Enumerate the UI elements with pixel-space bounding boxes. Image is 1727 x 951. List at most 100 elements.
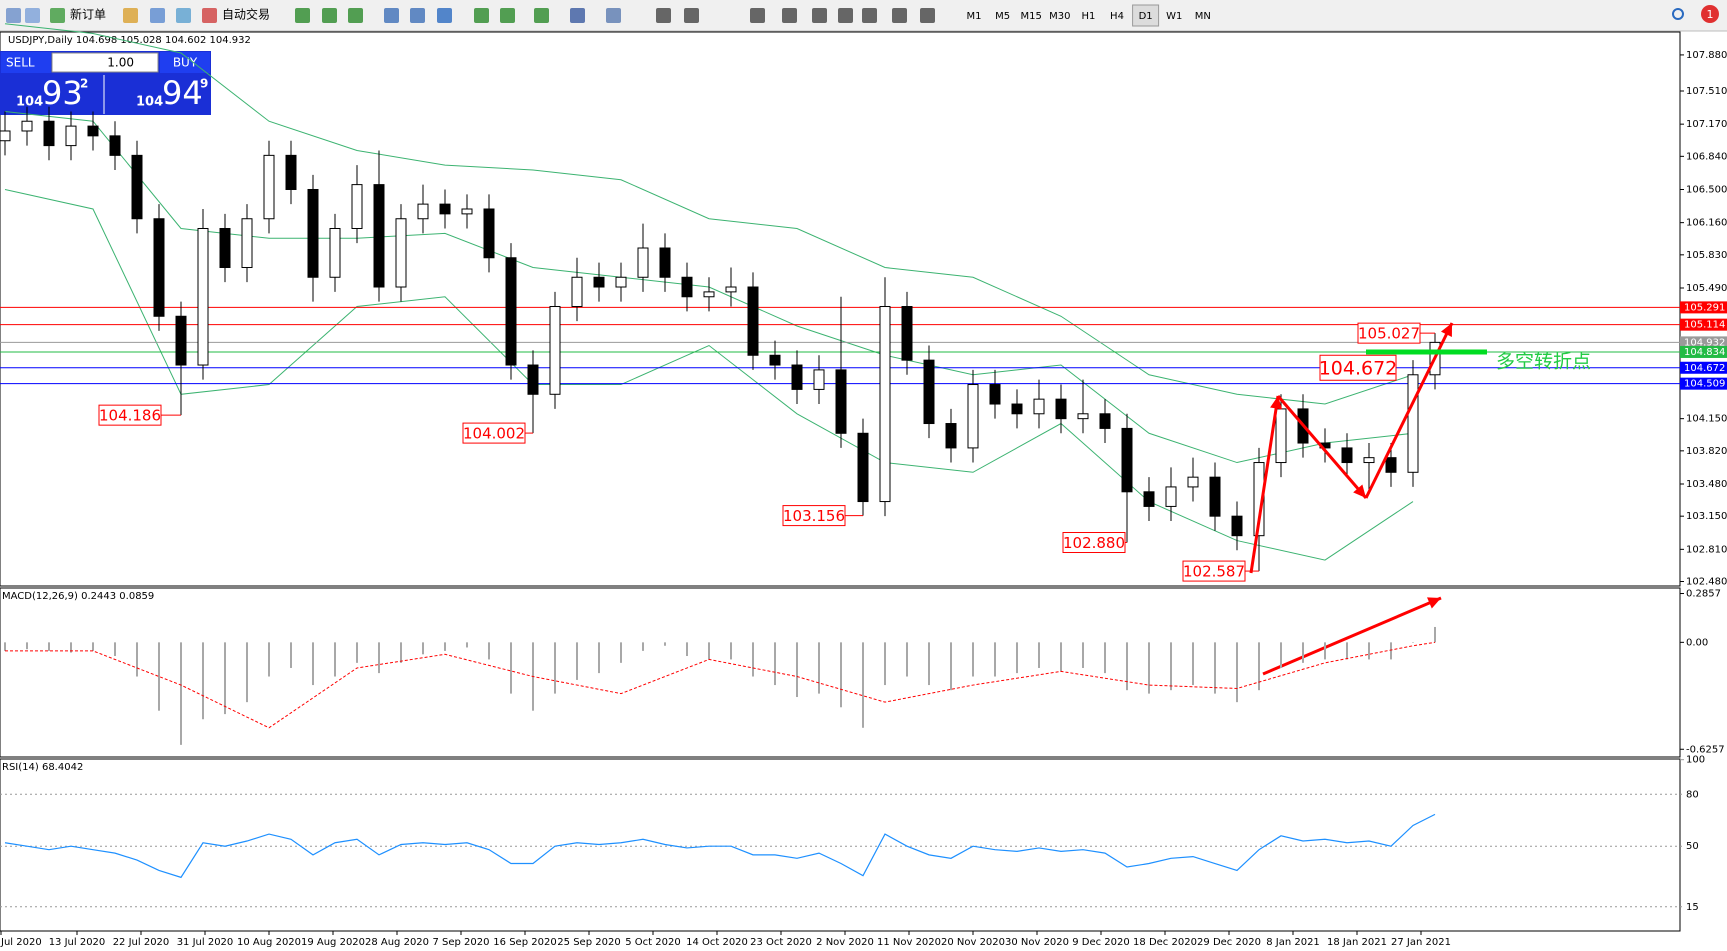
sell-button[interactable] bbox=[1, 52, 51, 73]
annotation-label: 104.186 bbox=[99, 407, 161, 425]
candle-body bbox=[351, 184, 363, 229]
candle-body bbox=[197, 227, 209, 366]
x-tick-label: 18 Dec 2020 bbox=[1133, 937, 1197, 948]
x-tick-label: 11 Nov 2020 bbox=[877, 937, 941, 948]
timeframe-button[interactable]: W1 bbox=[1166, 11, 1182, 22]
toolbar-icon[interactable] bbox=[123, 8, 138, 23]
toolbar-icon[interactable] bbox=[862, 8, 877, 23]
toolbar-icon[interactable] bbox=[202, 8, 217, 23]
macd-bar bbox=[554, 642, 556, 694]
macd-bar bbox=[818, 642, 820, 694]
toolbar-icon[interactable] bbox=[437, 8, 452, 23]
toolbar-icon[interactable] bbox=[838, 8, 853, 23]
x-tick-label: 2 Nov 2020 bbox=[816, 937, 874, 948]
price-big: 93 bbox=[42, 74, 83, 112]
buy-button[interactable] bbox=[160, 52, 210, 73]
toolbar-icon[interactable] bbox=[500, 8, 515, 23]
trend-arrow-head bbox=[1353, 484, 1366, 498]
x-tick-label: 7 Sep 2020 bbox=[432, 937, 489, 948]
candle-body bbox=[373, 184, 385, 288]
toolbar-icon[interactable] bbox=[150, 8, 165, 23]
toolbar-icon[interactable] bbox=[656, 8, 671, 23]
trend-arrow-head bbox=[1270, 396, 1283, 410]
toolbar-icon[interactable] bbox=[410, 8, 425, 23]
toolbar-icon[interactable] bbox=[322, 8, 337, 23]
x-tick-label: 28 Aug 2020 bbox=[365, 937, 429, 948]
toolbar-icon[interactable] bbox=[176, 8, 191, 23]
level-tag-label: 104.509 bbox=[1684, 379, 1725, 390]
alert-badge[interactable] bbox=[1701, 5, 1719, 23]
candle-body bbox=[747, 286, 759, 356]
macd-bar bbox=[620, 642, 622, 663]
toolbar-icon[interactable] bbox=[782, 8, 797, 23]
candle-body bbox=[439, 203, 451, 215]
level-tag-label: 105.114 bbox=[1684, 320, 1725, 331]
timeframe-button[interactable]: M15 bbox=[1021, 11, 1042, 22]
timeframe-button[interactable]: MN bbox=[1195, 11, 1211, 22]
rsi-line bbox=[4, 813, 1436, 879]
macd-bar bbox=[774, 642, 776, 686]
macd-bar bbox=[730, 642, 732, 660]
macd-bar bbox=[1148, 642, 1150, 694]
y-tick-label: 105.830 bbox=[1686, 250, 1727, 261]
toolbar-icon[interactable] bbox=[474, 8, 489, 23]
macd-bar bbox=[972, 642, 974, 677]
x-tick-label: 16 Sep 2020 bbox=[493, 937, 556, 948]
macd-bar bbox=[1214, 642, 1216, 694]
timeframe-button[interactable]: H1 bbox=[1081, 11, 1095, 22]
candle-body bbox=[417, 203, 429, 220]
candle-body bbox=[329, 227, 341, 278]
candle-body bbox=[153, 218, 165, 317]
toolbar-icon[interactable] bbox=[6, 8, 21, 23]
toolbar-icon[interactable] bbox=[684, 8, 699, 23]
toolbar-icon[interactable] bbox=[50, 8, 65, 23]
candle-body bbox=[109, 135, 121, 156]
lot-value: 1.00 bbox=[107, 56, 134, 70]
y-tick-label: -0.6257 bbox=[1686, 744, 1725, 755]
toolbar-icon[interactable] bbox=[750, 8, 765, 23]
toolbar-icon[interactable] bbox=[812, 8, 827, 23]
toolbar-icon[interactable] bbox=[920, 8, 935, 23]
timeframe-button[interactable]: D1 bbox=[1139, 11, 1153, 22]
y-tick-label: 106.500 bbox=[1686, 184, 1727, 195]
toolbar-icon[interactable] bbox=[570, 8, 585, 23]
annotation-label: 102.880 bbox=[1063, 534, 1125, 552]
macd-bar bbox=[136, 642, 138, 677]
candle-body bbox=[593, 276, 605, 288]
new-order-button[interactable]: 新订单 bbox=[70, 7, 106, 22]
candle-body bbox=[1231, 515, 1243, 537]
price-head: 104 bbox=[136, 95, 163, 110]
toolbar-icon[interactable] bbox=[384, 8, 399, 23]
candle-body bbox=[131, 154, 143, 220]
search-icon[interactable] bbox=[1672, 8, 1684, 20]
toolbar-icon[interactable] bbox=[892, 8, 907, 23]
candle-body bbox=[21, 120, 33, 132]
toolbar-icon[interactable] bbox=[534, 8, 549, 23]
timeframe-button[interactable]: H4 bbox=[1110, 11, 1124, 22]
macd-bar bbox=[4, 642, 6, 651]
annotation-box bbox=[782, 505, 846, 527]
toolbar-icon[interactable] bbox=[295, 8, 310, 23]
macd-bar bbox=[1434, 626, 1436, 643]
candle-body bbox=[879, 306, 891, 503]
macd-bar bbox=[70, 642, 72, 653]
candle-body bbox=[0, 130, 11, 142]
macd-bar bbox=[1368, 642, 1370, 660]
timeframe-button[interactable]: M5 bbox=[995, 11, 1010, 22]
timeframe-button[interactable]: M30 bbox=[1049, 11, 1070, 22]
timeframe-button[interactable]: M1 bbox=[967, 11, 982, 22]
candle-body bbox=[1055, 398, 1067, 420]
y-tick-label: 107.510 bbox=[1686, 86, 1727, 97]
auto-trading-button[interactable]: 自动交易 bbox=[222, 7, 270, 22]
candle-body bbox=[219, 227, 231, 269]
annotation-label: 102.587 bbox=[1183, 563, 1245, 581]
y-tick-label: 106.840 bbox=[1686, 151, 1727, 162]
toolbar-icon[interactable] bbox=[348, 8, 363, 23]
lot-input[interactable] bbox=[51, 52, 159, 73]
toolbar-icon[interactable] bbox=[606, 8, 621, 23]
toolbar-icon[interactable] bbox=[25, 8, 40, 23]
candle-body bbox=[1363, 457, 1375, 464]
macd-bar bbox=[950, 642, 952, 691]
candle-body bbox=[769, 354, 781, 366]
